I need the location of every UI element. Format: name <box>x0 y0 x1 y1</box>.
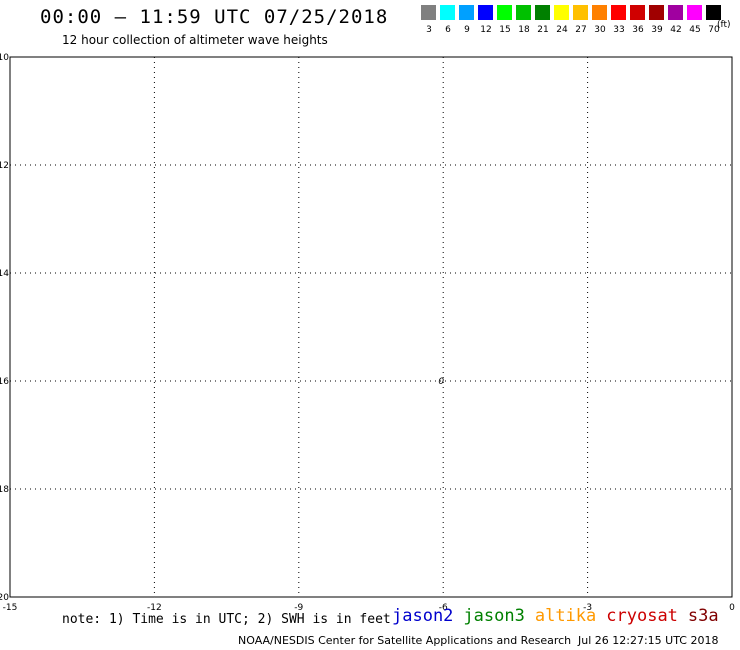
colorbar-label: 27 <box>575 25 587 35</box>
colorbar-swatch <box>573 5 588 20</box>
satellite-legend-item: jason2 <box>392 606 454 626</box>
colorbar-swatch <box>459 5 474 20</box>
colorbar-label: 24 <box>556 25 568 35</box>
colorbar-label: 45 <box>689 25 701 35</box>
footer-credit: NOAA/NESDIS Center for Satellite Applica… <box>238 634 572 647</box>
colorbar-units: (ft) <box>717 20 731 30</box>
x-tick-label: -9 <box>294 603 303 613</box>
y-tick-label: -16 <box>0 377 9 387</box>
x-tick-label: -6 <box>439 603 448 613</box>
colorbar-swatch <box>687 5 702 20</box>
chart-title: 00:00 – 11:59 UTC 07/25/2018 <box>40 6 389 28</box>
colorbar-swatch <box>421 5 436 20</box>
colorbar-label: 15 <box>499 25 511 35</box>
colorbar-label: 30 <box>594 25 606 35</box>
colorbar-swatch <box>668 5 683 20</box>
x-tick-label: 0 <box>729 603 735 613</box>
satellite-legend-item: s3a <box>687 606 719 626</box>
colorbar-swatch <box>592 5 607 20</box>
colorbar-swatch <box>516 5 531 20</box>
colorbar-swatch <box>478 5 493 20</box>
colorbar-label: 18 <box>518 25 530 35</box>
satellite-legend-item: cryosat <box>606 606 678 626</box>
colorbar-label: 12 <box>480 25 492 35</box>
colorbar-label: 39 <box>651 25 663 35</box>
plot-frame <box>9 56 733 598</box>
zero-marker: 0 <box>438 377 444 387</box>
x-tick-label: -15 <box>3 603 18 613</box>
colorbar-label: 9 <box>464 25 470 35</box>
colorbar-swatch <box>440 5 455 20</box>
colorbar-label: 21 <box>537 25 549 35</box>
colorbar-label: 33 <box>613 25 625 35</box>
y-tick-label: -12 <box>0 161 9 171</box>
x-tick-label: -3 <box>583 603 592 613</box>
chart-subtitle: 12 hour collection of altimeter wave hei… <box>62 33 328 47</box>
colorbar-label: 6 <box>445 25 451 35</box>
colorbar-swatch <box>630 5 645 20</box>
satellite-legend-item: jason3 <box>463 606 525 626</box>
note-text: note: 1) Time is in UTC; 2) SWH is in fe… <box>62 612 391 627</box>
colorbar-swatch <box>649 5 664 20</box>
y-tick-label: -14 <box>0 269 9 279</box>
colorbar-label: 70 <box>708 25 720 35</box>
y-tick-label: -18 <box>0 485 9 495</box>
colorbar-label: 42 <box>670 25 682 35</box>
colorbar-swatch <box>706 5 721 20</box>
y-tick-label: -20 <box>0 593 9 603</box>
colorbar-swatch <box>554 5 569 20</box>
satellite-legend-item: altika <box>534 606 597 626</box>
x-tick-label: -12 <box>147 603 162 613</box>
colorbar-label: 3 <box>426 25 432 35</box>
y-tick-label: -10 <box>0 53 9 63</box>
footer-timestamp: Jul 26 12:27:15 UTC 2018 <box>578 634 719 647</box>
colorbar-swatch <box>535 5 550 20</box>
colorbar-swatch <box>611 5 626 20</box>
colorbar-label: 36 <box>632 25 644 35</box>
colorbar-swatch <box>497 5 512 20</box>
satellite-legend: jason2 jason3 altika cryosat s3a <box>392 606 729 626</box>
